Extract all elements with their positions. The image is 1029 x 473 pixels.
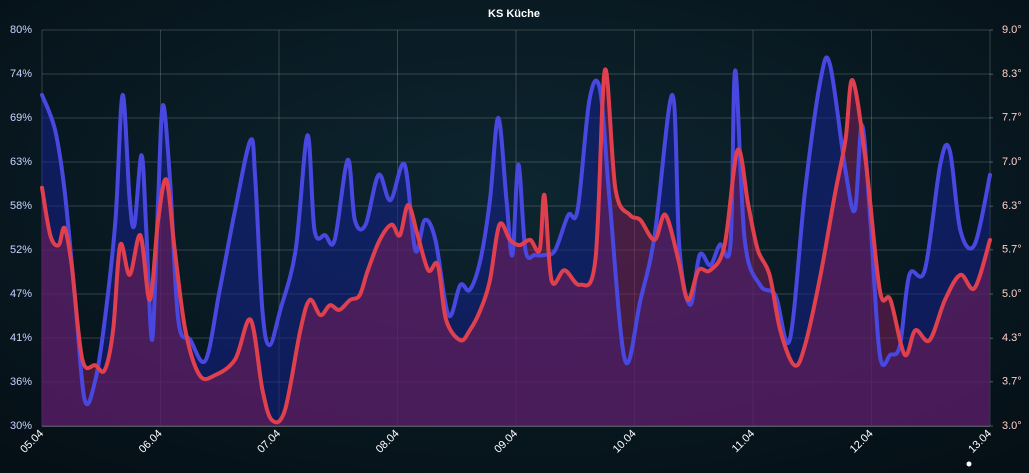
y-tick-label: 58% bbox=[10, 200, 32, 212]
y-tick-label: 41% bbox=[10, 332, 32, 344]
y2-tick-label: 6.3° bbox=[1002, 200, 1022, 212]
y2-tick-label: 5.0° bbox=[1002, 288, 1022, 300]
y2-tick-label: 8.3° bbox=[1002, 68, 1022, 80]
y2-tick-label: 4.3° bbox=[1002, 332, 1022, 344]
chart-title: KS Küche bbox=[488, 8, 540, 20]
y-tick-label: 69% bbox=[10, 112, 32, 124]
y-tick-label: 47% bbox=[10, 288, 32, 300]
series-line bbox=[40, 55, 992, 407]
y-tick-label: 80% bbox=[10, 24, 32, 36]
series-area bbox=[42, 69, 990, 427]
y-tick-label: 74% bbox=[10, 68, 32, 80]
y2-tick-label: 3.0° bbox=[1002, 420, 1022, 432]
y-tick-label: 63% bbox=[10, 156, 32, 168]
y2-tick-label: 5.7° bbox=[1002, 244, 1022, 256]
areas bbox=[42, 57, 990, 427]
y-tick-label: 52% bbox=[10, 244, 32, 256]
series-line bbox=[40, 67, 992, 425]
y-tick-label: 36% bbox=[10, 376, 32, 388]
y-tick-label: 30% bbox=[10, 420, 32, 432]
legend-dot bbox=[966, 461, 972, 467]
y2-tick-label: 9.0° bbox=[1002, 24, 1022, 36]
y2-tick-label: 7.7° bbox=[1002, 112, 1022, 124]
y2-tick-label: 7.0° bbox=[1002, 156, 1022, 168]
lines bbox=[40, 55, 992, 425]
y2-tick-label: 3.7° bbox=[1002, 376, 1022, 388]
